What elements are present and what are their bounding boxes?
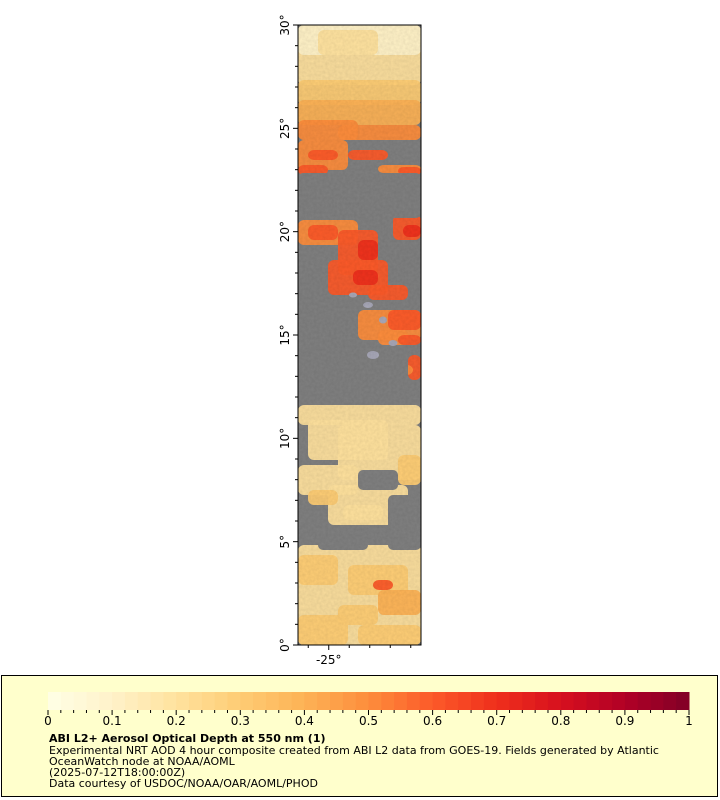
colorbar-segment xyxy=(124,692,139,710)
colorbar-segment xyxy=(445,692,459,710)
texture-overlay xyxy=(298,25,421,645)
colorbar-segment xyxy=(60,692,75,710)
colorbar-segment xyxy=(573,692,587,710)
colorbar-segment xyxy=(496,692,511,710)
colorbar-segment xyxy=(381,692,395,710)
colorbar-segment xyxy=(560,692,575,710)
colorbar-segment xyxy=(304,692,318,710)
colorbar-segment xyxy=(278,692,293,710)
colorbar-segment xyxy=(317,692,331,710)
colorbar-segment xyxy=(522,692,536,710)
colorbar-segment xyxy=(176,692,190,710)
lat-tick-label: 5° xyxy=(278,535,292,549)
colorbar-segment xyxy=(112,692,126,710)
data-credit: Data courtesy of USDOC/NOAA/OAR/AOML/PHO… xyxy=(49,777,318,790)
colorbar-segment xyxy=(535,692,549,710)
colorbar-segment xyxy=(394,692,408,710)
colorbar-segment xyxy=(73,692,87,710)
colorbar-segment xyxy=(650,692,664,710)
colorbar-tick-label: 0.5 xyxy=(359,714,378,728)
description-line-2: OceanWatch node at NOAA/AOML xyxy=(49,755,235,768)
colorbar-segment xyxy=(86,692,100,710)
lat-tick-label: 25° xyxy=(278,118,292,139)
colorbar-segment xyxy=(342,692,357,710)
timestamp: (2025-07-12T18:00:00Z) xyxy=(49,766,186,779)
colorbar-segment xyxy=(368,692,382,710)
map-title: ABI L2+ Aerosol Optical Depth at 550 nm … xyxy=(49,732,326,745)
colorbar-segment xyxy=(291,692,305,710)
colorbar-segment xyxy=(458,692,472,710)
colorbar-segment xyxy=(48,692,62,710)
colorbar-tick-label: 0.8 xyxy=(551,714,570,728)
colorbar-segment xyxy=(624,692,639,710)
colorbar-segment xyxy=(137,692,152,710)
aod-field xyxy=(298,25,421,645)
lat-tick-label: 10° xyxy=(278,428,292,449)
colorbar-segment xyxy=(214,692,228,710)
legend-panel: 0 0.1 0.2 0.3 0.4 0.5 0.6 0.7 0.8 0.9 1 ABI L2+ Ae… xyxy=(1,675,718,797)
lat-tick-label: 20° xyxy=(278,221,292,242)
colorbar-tick-label: 0.2 xyxy=(167,714,186,728)
colorbar-segment xyxy=(189,692,203,710)
lat-tick-label: 30° xyxy=(278,14,292,35)
colorbar-segment xyxy=(201,692,216,710)
aod-map: 0° 5° 10° 15° 20° 25° 30° -25° xyxy=(278,14,422,667)
colorbar-segment xyxy=(471,692,485,710)
colorbar-segment xyxy=(663,692,677,710)
latitude-axis: 0° 5° 10° 15° 20° 25° 30° xyxy=(278,14,298,652)
colorbar-segment xyxy=(599,692,613,710)
lat-tick-label: 15° xyxy=(278,324,292,345)
description-line-1: Experimental NRT AOD 4 hour composite cr… xyxy=(49,744,659,757)
map-area: 0° 5° 10° 15° 20° 25° 30° -25° xyxy=(278,14,422,667)
colorbar-segment xyxy=(163,692,177,710)
colorbar-segment xyxy=(509,692,523,710)
colorbar-tick-label: 0 xyxy=(44,714,52,728)
lat-tick-label: 0° xyxy=(278,638,292,652)
colorbar-segment xyxy=(612,692,626,710)
colorbar-segment xyxy=(330,692,344,710)
colorbar-tick-label: 0.1 xyxy=(103,714,122,728)
lon-tick-label: -25° xyxy=(316,653,342,667)
colorbar-segment xyxy=(253,692,267,710)
colorbar-segment xyxy=(676,692,690,710)
colorbar-segment xyxy=(406,692,421,710)
colorbar-segment xyxy=(419,692,434,710)
colorbar-segment xyxy=(227,692,241,710)
colorbar-segment xyxy=(355,692,369,710)
colorbar-segment xyxy=(150,692,164,710)
colorbar-segment xyxy=(637,692,652,710)
colorbar-tick-label: 0.9 xyxy=(615,714,634,728)
colorbar-segment xyxy=(547,692,562,710)
colorbar: 0 0.1 0.2 0.3 0.4 0.5 0.6 0.7 0.8 0.9 1 xyxy=(44,692,693,728)
colorbar-segment xyxy=(99,692,113,710)
colorbar-segment xyxy=(586,692,600,710)
colorbar-segment xyxy=(265,692,280,710)
colorbar-tick-label: 0.6 xyxy=(423,714,442,728)
colorbar-tick-label: 0.4 xyxy=(295,714,314,728)
colorbar-segment xyxy=(483,692,498,710)
colorbar-tick-label: 1 xyxy=(685,714,693,728)
colorbar-segment xyxy=(240,692,254,710)
colorbar-segment xyxy=(432,692,446,710)
colorbar-tick-label: 0.7 xyxy=(487,714,506,728)
colorbar-tick-label: 0.3 xyxy=(231,714,250,728)
longitude-axis: -25° xyxy=(307,645,412,667)
